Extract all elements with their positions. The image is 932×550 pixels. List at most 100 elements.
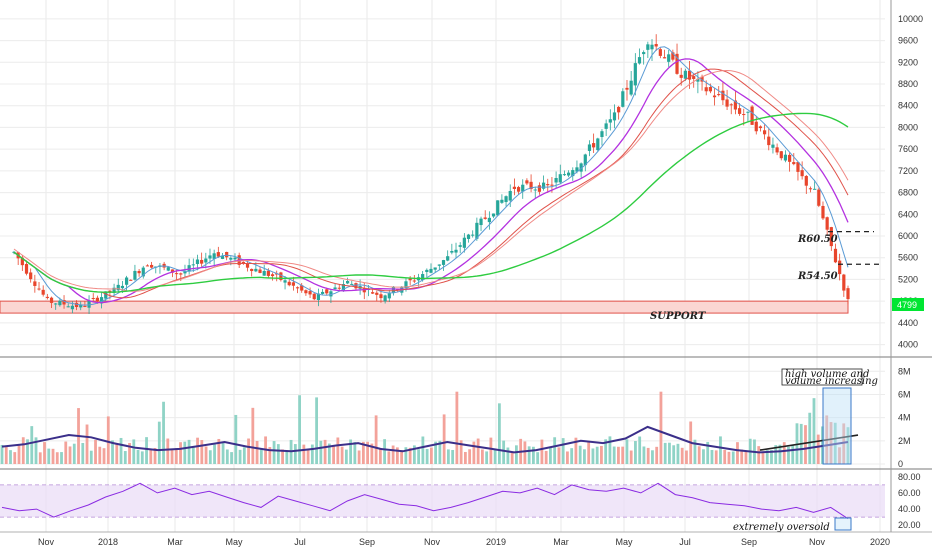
candle-body xyxy=(842,274,846,291)
volume-annotation-box: high volume and volume increasing xyxy=(781,368,878,387)
volume-bar xyxy=(221,442,225,464)
volume-bar xyxy=(4,445,8,464)
candle-body xyxy=(300,285,304,291)
volume-bar xyxy=(357,450,361,464)
volume-annotation-line1: high volume and xyxy=(785,369,869,380)
candle-body xyxy=(487,217,491,223)
volume-bar xyxy=(391,445,395,464)
volume-bar xyxy=(140,451,144,464)
candle-body xyxy=(304,290,308,294)
candle-body xyxy=(575,167,579,172)
price-tick-label: 9200 xyxy=(898,57,918,67)
candle-body xyxy=(491,213,496,217)
volume-bar xyxy=(731,451,735,464)
candle-body xyxy=(425,269,429,272)
volume-bar xyxy=(663,442,667,464)
candle-body xyxy=(200,259,204,264)
candle-body xyxy=(541,182,546,189)
volume-bar xyxy=(655,446,659,464)
candle-body xyxy=(141,267,145,277)
volume-bar xyxy=(332,445,335,464)
candle-body xyxy=(779,151,783,159)
candle-body xyxy=(175,273,179,275)
volume-bar xyxy=(281,449,284,464)
candle-body xyxy=(320,291,325,294)
current-price-label: 4799 xyxy=(897,300,917,310)
volume-bar xyxy=(412,445,416,464)
volume-bar xyxy=(765,450,769,464)
candle-body xyxy=(229,257,233,260)
volume-bar xyxy=(621,446,625,464)
candle-body xyxy=(287,281,291,286)
volume-bar xyxy=(838,447,841,464)
rsi-tick-label: 40.00 xyxy=(898,504,921,514)
volume-bar xyxy=(162,401,165,464)
volume-bar xyxy=(115,442,119,464)
rsi-tick-label: 20.00 xyxy=(898,520,921,530)
volume-bar xyxy=(680,447,684,464)
candle-body xyxy=(245,263,250,268)
volume-bar xyxy=(404,447,408,464)
volume-tick-label: 0 xyxy=(898,459,903,469)
volume-bar xyxy=(468,449,472,464)
candle-body xyxy=(283,280,287,283)
volume-bar xyxy=(298,395,301,464)
candle-body xyxy=(533,189,537,191)
level-label-r6050: R60.50 xyxy=(797,234,838,245)
volume-bar xyxy=(676,443,680,464)
candle-body xyxy=(679,74,683,78)
candle-body xyxy=(496,200,500,216)
candle-body xyxy=(662,57,667,59)
volume-bar xyxy=(238,449,242,464)
candle-body xyxy=(183,271,187,274)
candle-body xyxy=(187,265,191,272)
volume-bar xyxy=(497,403,501,464)
volume-bar xyxy=(570,448,574,464)
volume-bar xyxy=(761,451,765,464)
candle-body xyxy=(712,95,717,98)
candle-body xyxy=(195,259,200,265)
volume-bar xyxy=(472,441,476,464)
volume-bar xyxy=(234,414,238,464)
volume-bar xyxy=(591,448,595,464)
candle-body xyxy=(608,119,612,123)
candle-body xyxy=(692,76,696,79)
volume-bar xyxy=(55,452,59,464)
volume-bar xyxy=(612,446,616,464)
candle-body xyxy=(441,260,446,265)
candle-body xyxy=(74,302,79,308)
volume-bar xyxy=(319,440,323,464)
rsi-line xyxy=(1,482,849,520)
volume-bar xyxy=(43,442,46,464)
volume-bar xyxy=(383,439,387,464)
candle-body xyxy=(308,291,312,295)
candle-body xyxy=(763,130,767,135)
volume-bar xyxy=(247,438,250,464)
volume-bar xyxy=(366,441,370,464)
volume-bar xyxy=(94,439,97,464)
candle-body xyxy=(241,261,245,264)
volume-bar xyxy=(434,441,438,464)
volume-bar xyxy=(315,397,318,464)
candle-body xyxy=(733,100,738,110)
x-tick-label: Nov xyxy=(809,537,826,547)
volume-bar xyxy=(540,439,544,464)
volume-bar xyxy=(629,450,633,464)
candle-body xyxy=(629,80,633,95)
volume-bar xyxy=(340,446,344,464)
support-rect xyxy=(0,300,849,314)
ma-slow1-line xyxy=(13,68,849,299)
volume-bar xyxy=(523,441,527,464)
candle-body xyxy=(429,268,433,273)
volume-bar xyxy=(13,452,17,464)
volume-bar xyxy=(30,426,34,464)
candle-body xyxy=(375,292,379,295)
candle-body xyxy=(650,44,654,50)
rsi-tick-label: 80.00 xyxy=(898,472,921,482)
candle-body xyxy=(767,136,771,146)
volume-bar xyxy=(744,450,748,464)
candle-body xyxy=(587,144,592,151)
price-tick-label: 9600 xyxy=(898,36,918,46)
